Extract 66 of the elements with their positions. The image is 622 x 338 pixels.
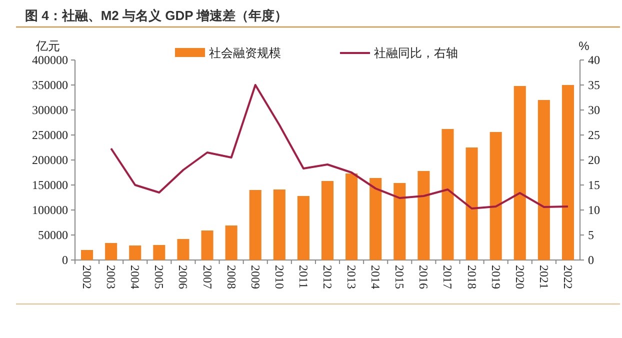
x-tick-label: 2013 [344, 265, 359, 289]
x-tick-label: 2003 [104, 265, 118, 289]
bar [153, 245, 166, 260]
x-tick-label: 2007 [200, 265, 214, 289]
bar [81, 250, 94, 260]
bar [562, 85, 574, 260]
x-tick-label: 2022 [560, 265, 575, 289]
bar [418, 171, 430, 260]
bar [346, 174, 358, 260]
bar [249, 190, 262, 260]
y-tick-label: 250000 [32, 128, 68, 142]
bar [273, 190, 286, 260]
y-tick-label: 100000 [32, 203, 68, 217]
bar [466, 148, 478, 260]
y-axis-title: 亿元 [35, 39, 60, 53]
chart-title: 图 4：社融、M2 与名义 GDP 增速差（年度） [25, 8, 288, 23]
y2-tick-label: 25 [588, 128, 600, 142]
x-tick-label: 2016 [416, 265, 431, 289]
bar [514, 86, 526, 260]
x-tick-label: 2020 [512, 265, 527, 289]
y2-tick-label: 30 [588, 103, 600, 117]
y-tick-label: 400000 [32, 53, 68, 67]
bar [394, 183, 406, 260]
x-tick-label: 2005 [152, 265, 166, 289]
bar [105, 243, 118, 260]
x-tick-label: 2014 [368, 265, 383, 289]
bar [225, 226, 238, 260]
x-tick-label: 2017 [440, 265, 455, 289]
line-series [110, 84, 569, 210]
x-tick-label: 2004 [128, 265, 142, 289]
bar [129, 246, 142, 260]
bar [201, 230, 214, 260]
y2-tick-label: 40 [588, 53, 600, 67]
bar [321, 181, 334, 260]
bar [538, 100, 550, 260]
x-tick-label: 2008 [224, 265, 238, 289]
y-tick-label: 300000 [32, 103, 68, 117]
x-tick-label: 2006 [176, 265, 190, 289]
y-tick-label: 50000 [38, 228, 68, 242]
bar [442, 129, 454, 260]
y-tick-label: 200000 [32, 153, 68, 167]
y-tick-label: 150000 [32, 178, 68, 192]
y2-tick-label: 5 [588, 228, 594, 242]
x-tick-label: 2011 [296, 265, 310, 289]
y-tick-label: 0 [62, 253, 68, 267]
y2-axis-title: % [578, 39, 590, 53]
x-tick-label: 2010 [272, 265, 286, 289]
x-tick-label: 2019 [488, 265, 503, 289]
y2-tick-label: 20 [588, 153, 600, 167]
bar [370, 178, 382, 260]
x-tick-label: 2009 [248, 265, 262, 289]
x-tick-label: 2012 [320, 265, 334, 289]
y2-tick-label: 15 [588, 178, 600, 192]
y2-tick-label: 10 [588, 203, 600, 217]
y-tick-label: 350000 [32, 78, 68, 92]
legend-label: 社会融资规模 [209, 46, 281, 60]
legend-label: 社融同比，右轴 [374, 46, 458, 60]
x-tick-label: 2015 [392, 265, 407, 289]
bar [177, 239, 190, 260]
x-tick-label: 2018 [464, 265, 479, 289]
x-tick-label: 2002 [80, 265, 94, 289]
y2-tick-label: 35 [588, 78, 600, 92]
bar [490, 132, 502, 260]
x-tick-label: 2021 [536, 265, 551, 289]
bar [297, 196, 310, 260]
y2-tick-label: 0 [588, 253, 594, 267]
